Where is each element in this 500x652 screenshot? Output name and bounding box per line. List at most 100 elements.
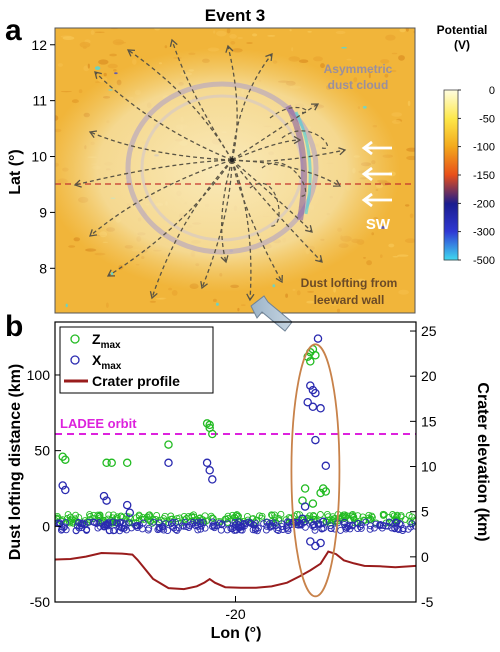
zmax-point [316,488,325,498]
terrain-speckle [78,89,83,94]
terrain-speckle [57,63,63,67]
zmax-band-point [405,512,413,519]
terrain-speckle [397,254,409,257]
zmax-band-point [167,512,175,520]
xmax-band-point [362,518,370,526]
zmax-band-point [233,511,241,519]
terrain-speckle [313,56,323,62]
ladee-orbit-label: LADEE orbit [60,416,137,431]
trajectory-line [231,159,252,301]
y2-tick-label: 20 [421,368,437,384]
colorbar-segment [444,90,458,119]
wind-arrow-icon [361,192,392,208]
terrain-speckle [353,77,358,83]
xmax-band-point [308,518,315,526]
xmax-band-point [308,522,316,530]
xmax-band-point [172,526,180,534]
xmax-band-point [94,524,102,532]
trajectory-loop [249,183,280,227]
trajectory-arrowhead-icon [94,71,102,79]
trajectory-arrowhead-icon [225,44,234,53]
colorbar-title: Potential [437,23,488,37]
xmax-point [122,500,132,510]
trajectory-line [89,159,233,237]
terrain-speckle [113,69,117,72]
wall-label-line2: leeward wall [314,293,385,307]
wind-arrow-icon [361,140,392,156]
xmax-band-point [209,521,217,529]
xmax-band-point [370,524,378,532]
map-y-axis-label: Lat (°) [7,149,24,195]
trajectory-arrowhead-icon [169,38,178,47]
terrain-speckle [333,287,336,293]
map-y-tick-label: 9 [39,204,47,220]
terrain-speckle [87,63,90,69]
terrain-speckle [109,53,117,57]
xmax-point [202,458,212,468]
xmax-band-point [238,523,246,531]
xmax-band-point [238,522,246,530]
xmax-band-point [397,521,405,529]
xmax-band-point [284,525,292,533]
trajectory-line [221,159,233,263]
map-y-tick-label: 12 [31,37,47,53]
xmax-band-point [119,519,127,527]
xmax-band-point [216,519,224,527]
xmax-point [306,381,315,390]
xmax-band-point [279,526,287,533]
zmax-band-point [138,515,145,523]
zmax-band-point [153,511,161,519]
colorbar-unit: (V) [454,38,470,52]
y2-tick-label: 25 [421,323,437,339]
trajectory-loop [281,130,328,149]
terrain-speckle [391,69,397,73]
trajectory-line [231,159,283,283]
xmax-point [298,514,307,524]
trajectory-line [201,159,233,289]
trajectory-arrowhead-icon [293,135,302,145]
zmax-band-point [165,519,173,527]
xmax-band-point [391,525,399,533]
xmax-point [125,508,135,517]
trajectory-line [231,159,323,263]
terrain-speckle [90,30,95,35]
zmax-band-point [354,512,362,520]
xmax-band-point [77,522,85,530]
zmax-point [107,458,116,468]
trajectory-arrowhead-icon [332,179,342,187]
terrain-speckle [404,238,415,243]
terrain-speckle [94,31,105,33]
terrain-speckle [292,288,296,291]
wall-label-line1: Dust lofting from [301,276,398,290]
xmax-band-point [260,520,268,528]
colorbar-tick-label: -500 [473,255,495,267]
wind-arrow-icon [361,166,392,182]
zmax-band-point [271,511,279,519]
trajectory-arrowhead-icon [246,293,255,302]
xmax-band-point [315,519,323,527]
trajectory-line [231,159,341,187]
xmax-point [311,435,320,445]
colorbar-tick-label: -100 [473,142,495,154]
xmax-band-point [60,524,68,532]
xmax-band-point [392,518,400,526]
map-frame [54,27,416,314]
terrain-speckle [406,155,415,161]
zmax-band-point [188,512,196,520]
zmax-band-point [341,514,349,522]
y2-tick-label: 5 [421,504,429,520]
leeward-wall-highlight [294,111,312,215]
xmax-band-point [354,525,362,533]
terrain-speckle [237,36,244,40]
xmax-point [321,461,331,471]
zmax-band-point [209,515,217,522]
trajectory-loop [269,106,308,119]
xmax-band-point [366,525,374,533]
legend-item-xmax: Xmax [70,352,122,372]
terrain-speckle [398,289,409,295]
xmax-band-point [154,526,162,534]
xmax-band-point [132,522,140,530]
xmax-band-point [56,519,64,527]
